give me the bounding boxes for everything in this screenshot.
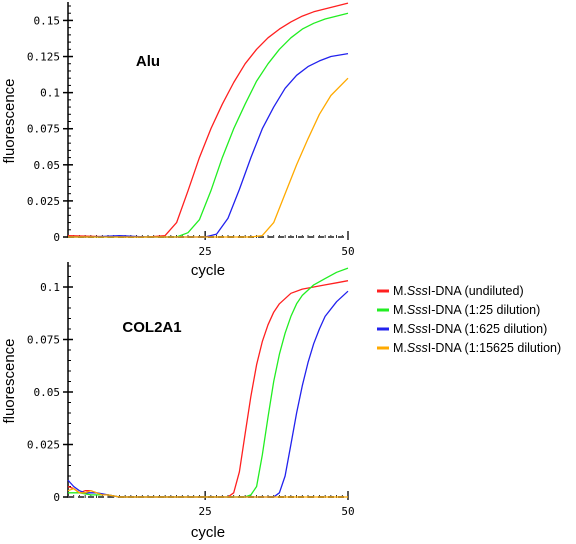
col2a1-y-tick-label: 0.075 xyxy=(27,334,60,347)
legend-label-0: M.SssI-DNA (undiluted) xyxy=(393,284,524,298)
col2a1-x-tick-label: 50 xyxy=(341,505,354,518)
col2a1-x-tick-label: 25 xyxy=(199,505,212,518)
col2a1-y-tick-label: 0.025 xyxy=(27,439,60,452)
legend: M.SssI-DNA (undiluted) M.SssI-DNA (1:25 d… xyxy=(377,284,561,355)
alu-x-tick-label: 50 xyxy=(341,245,354,258)
alu-y-tick-label: 0.025 xyxy=(27,195,60,208)
legend-label-1: M.SssI-DNA (1:25 dilution) xyxy=(393,303,540,317)
alu-x-axis-title: cycle xyxy=(191,262,225,279)
legend-label-3: M.SssI-DNA (1:15625 dilution) xyxy=(393,341,561,355)
alu-y-tick-label: 0.05 xyxy=(34,159,61,172)
alu-y-tick-label: 0.075 xyxy=(27,123,60,136)
col2a1-y-tick-label: 0.05 xyxy=(34,386,61,399)
col2a1-y-tick-label: 0.1 xyxy=(40,281,60,294)
alu-panel: Alu 0 0.025 0.05 0.075 0.1 0.125 0.15 25 50 cycle f… xyxy=(1,2,355,279)
legend-label-2: M.SssI-DNA (1:625 dilution) xyxy=(393,322,547,336)
alu-y-tick-label: 0.15 xyxy=(34,14,61,27)
col2a1-y-axis-title: fluorescence xyxy=(1,338,18,423)
alu-series-line-0 xyxy=(67,2,349,238)
alu-series-line-3 xyxy=(68,77,349,238)
col2a1-panel-title: COL2A1 xyxy=(122,319,181,336)
alu-y-axis-title: fluorescence xyxy=(1,78,18,163)
alu-y-tick-label: 0.125 xyxy=(27,51,60,64)
col2a1-panel: COL2A1 0 0.025 0.05 0.075 0.1 25 50 cycle fluores… xyxy=(1,262,355,541)
alu-x-tick-label: 25 xyxy=(199,245,212,258)
alu-series-line-2 xyxy=(68,52,349,238)
col2a1-series-line-1 xyxy=(68,267,349,498)
col2a1-series-line-2 xyxy=(67,290,349,498)
col2a1-series-line-3 xyxy=(67,487,348,498)
alu-panel-title: Alu xyxy=(136,53,160,70)
alu-series-line-1 xyxy=(68,12,349,238)
col2a1-x-axis-title: cycle xyxy=(191,524,225,541)
alu-y-tick-label: 0.1 xyxy=(40,87,60,100)
alu-y-tick-label: 0 xyxy=(53,231,60,244)
col2a1-series-line-0 xyxy=(67,280,349,498)
col2a1-y-tick-label: 0 xyxy=(53,491,60,504)
